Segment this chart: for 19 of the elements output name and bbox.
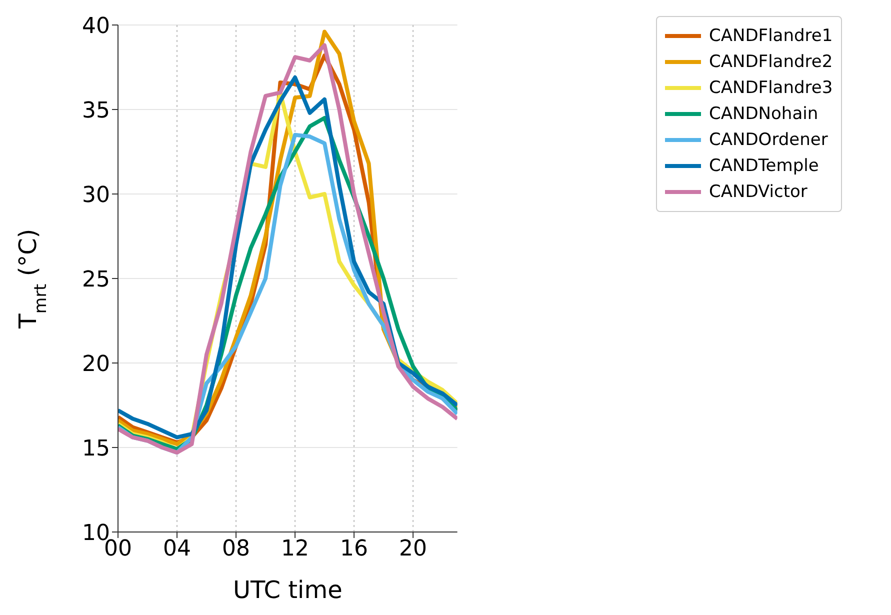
x-axis-title: UTC time: [232, 576, 342, 604]
legend-label: CANDFlandre3: [709, 78, 833, 98]
y-tick-label: 40: [82, 14, 110, 39]
legend-label: CANDVictor: [709, 182, 808, 202]
legend-label: CANDFlandre2: [709, 52, 833, 72]
y-tick-label: 35: [82, 98, 110, 124]
x-tick-label: 16: [340, 536, 368, 562]
legend-label: CANDFlandre1: [709, 26, 833, 46]
legend-label: CANDNohain: [709, 104, 818, 124]
y-tick-label: 25: [82, 267, 110, 292]
x-tick-label: 04: [163, 536, 192, 562]
y-tick-label: 30: [82, 182, 110, 208]
legend-label: CANDTemple: [709, 156, 819, 176]
y-tick-label: 15: [82, 436, 110, 462]
y-tick-label: 20: [82, 352, 110, 377]
x-tick-label: 20: [399, 536, 428, 562]
x-tick-label: 12: [281, 536, 310, 562]
x-tick-label: 08: [222, 536, 250, 562]
legend-label: CANDOrdener: [709, 130, 828, 150]
